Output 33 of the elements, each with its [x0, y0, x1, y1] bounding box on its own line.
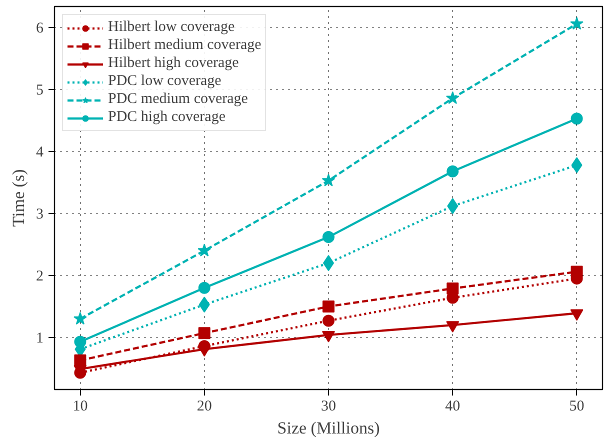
point	[322, 174, 336, 186]
point	[198, 340, 210, 352]
y-tick-label: 1	[36, 330, 44, 346]
y-axis-title: Time (s)	[9, 169, 28, 227]
x-tick-label: 50	[569, 398, 584, 414]
x-tick-label: 10	[72, 398, 88, 414]
legend-label: Hilbert low coverage	[108, 19, 235, 36]
point	[74, 312, 87, 325]
point	[322, 231, 334, 244]
point	[322, 314, 334, 327]
x-tick-label: 20	[196, 398, 212, 414]
y-tick-label: 2	[36, 268, 44, 284]
x-tick-label: 40	[445, 398, 460, 414]
legend-label: PDC low coverage	[108, 73, 222, 90]
x-tick-label: 30	[321, 398, 336, 414]
point	[198, 244, 212, 256]
y-tick-label: 3	[36, 206, 44, 222]
point	[570, 112, 583, 125]
legend-label: PDC medium coverage	[108, 91, 248, 108]
x-axis-title: Size (Millions)	[277, 418, 380, 438]
point	[198, 327, 210, 340]
legend-label: Hilbert high coverage	[108, 55, 239, 72]
y-tick-label: 5	[36, 82, 44, 99]
y-tick-label: 4	[36, 144, 44, 161]
point	[570, 16, 584, 30]
point	[446, 165, 459, 178]
legend-label: Hilbert medium coverage	[108, 37, 262, 54]
point	[446, 91, 460, 104]
point	[322, 300, 334, 312]
point	[74, 354, 86, 366]
y-tick-label: 6	[36, 20, 44, 37]
point	[198, 282, 210, 294]
legend-label: PDC high coverage	[108, 109, 226, 126]
